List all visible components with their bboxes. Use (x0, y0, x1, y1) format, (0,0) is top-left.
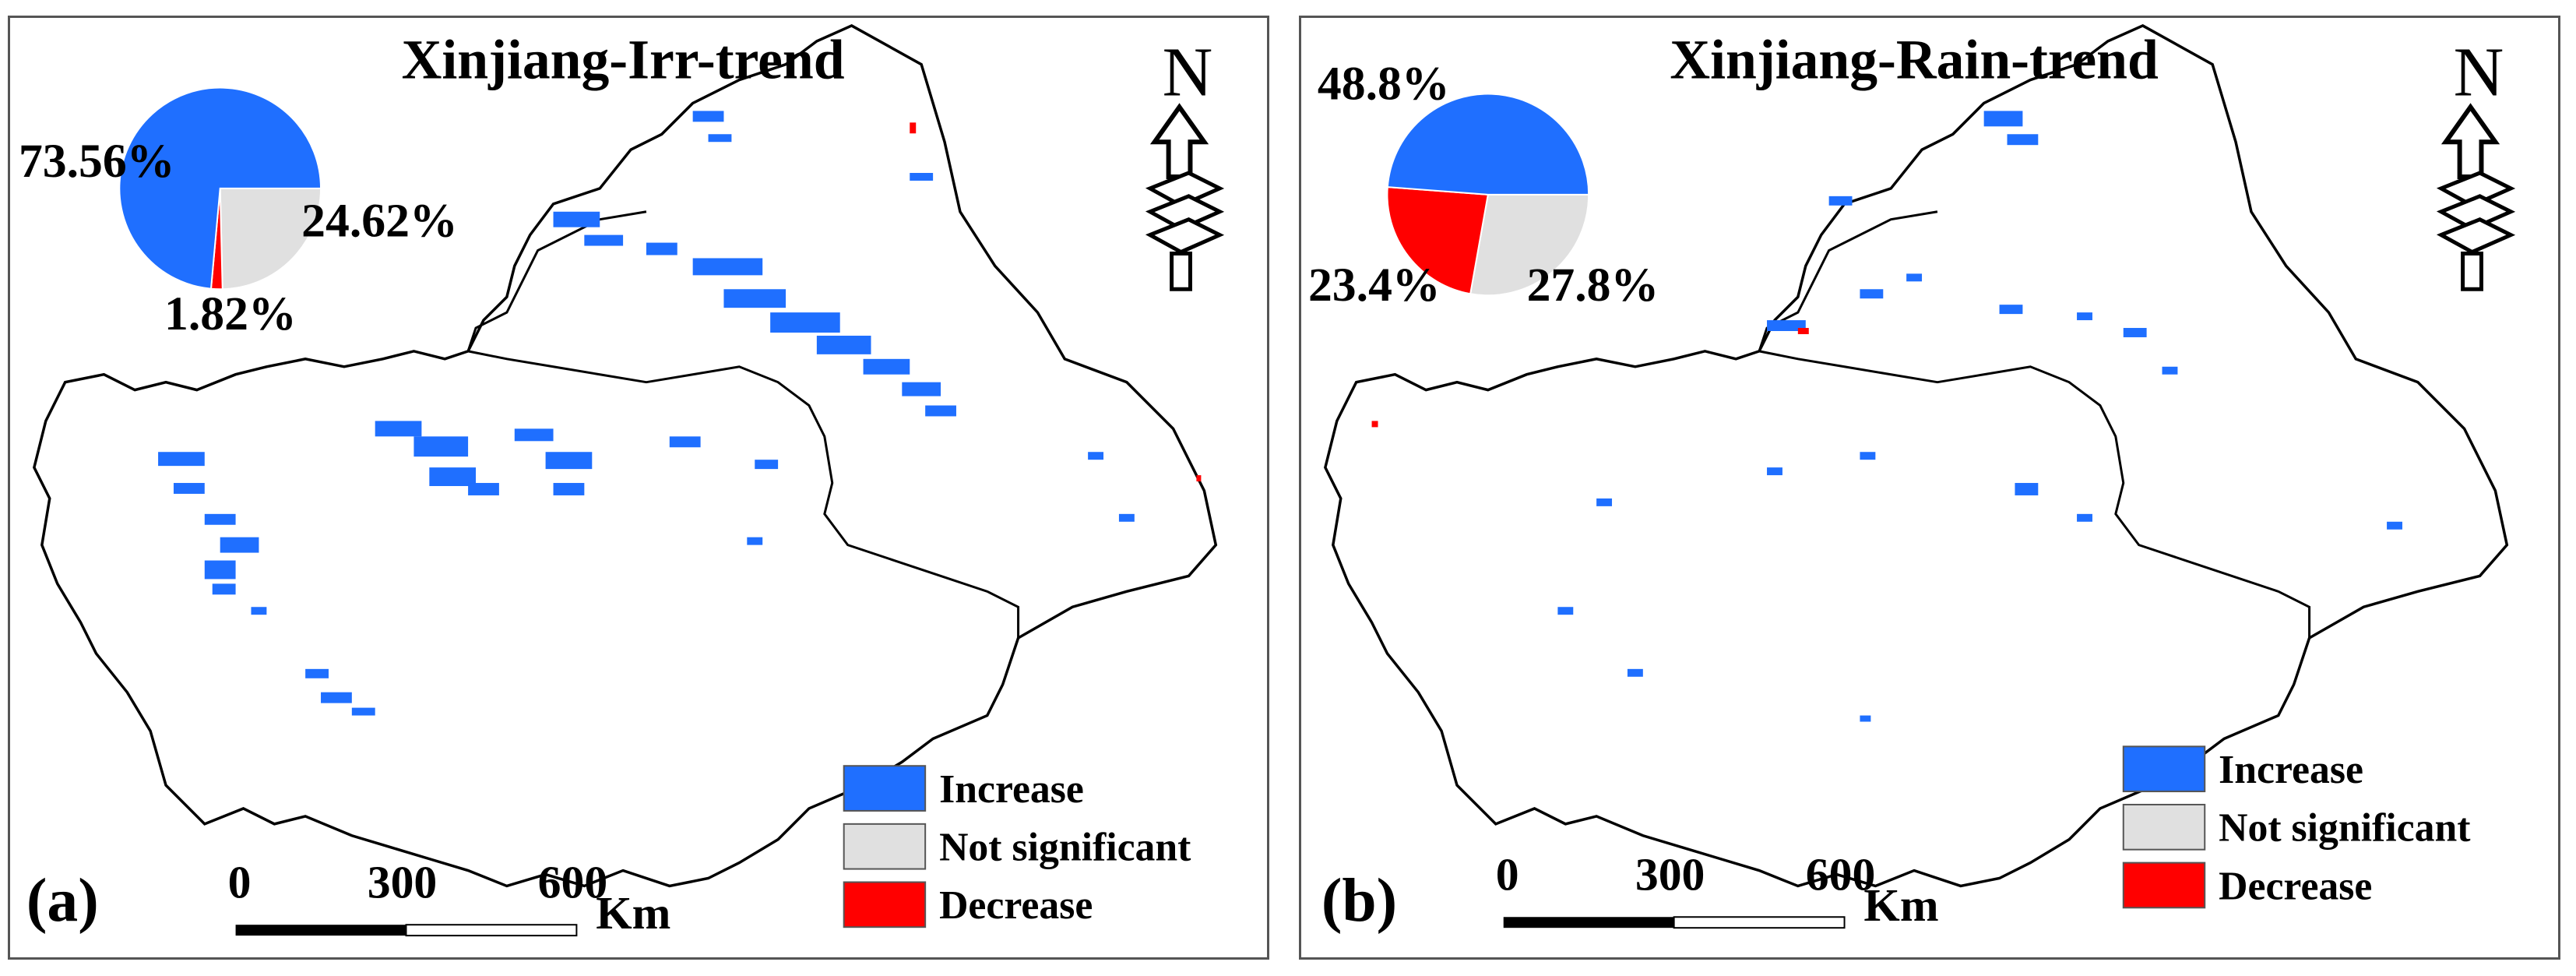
decrease-pixels (910, 122, 1202, 482)
north-arrow-icon: N (2436, 34, 2516, 291)
region-boundary (467, 350, 1020, 639)
legend-swatch-not-significant (843, 823, 927, 870)
north-label: N (2454, 34, 2504, 111)
scale-unit: Km (596, 887, 670, 939)
scale-tick-0: 0 (1496, 848, 1519, 900)
legend-swatch-decrease (843, 881, 927, 928)
pie-slice-decrease (1386, 186, 1489, 295)
map-title: Xinjiang-Irr-trend (402, 30, 845, 91)
legend-label-increase: Increase (2219, 748, 2363, 792)
pie-slice-not-significant (219, 187, 322, 291)
map-panel-b: Xinjiang-Rain-trend 48.8% 27.8% 23.4% N … (1299, 16, 2560, 960)
north-arrow-icon: N (1145, 34, 1225, 291)
north-label: N (1163, 34, 1213, 111)
pie-label-increase: 48.8% (1318, 57, 1450, 110)
scale-tick-600: 600 (1806, 848, 1876, 900)
legend-label-decrease: Decrease (939, 883, 1093, 928)
map-panel-a: Xinjiang-Irr-trend 73.56% 24.62% 1.82% N… (8, 16, 1269, 960)
decrease-pixels (1371, 328, 1809, 428)
legend-swatch-increase (843, 765, 927, 812)
pie-label-decrease: 1.82% (164, 287, 297, 340)
pie-slice-not-significant (1469, 193, 1590, 297)
pie-chart (1386, 93, 1590, 297)
pie-label-not-significant: 27.8% (1527, 259, 1659, 312)
map-canvas-b: Xinjiang-Rain-trend 48.8% 27.8% 23.4% N … (1308, 24, 2516, 935)
legend-label-increase: Increase (939, 767, 1084, 812)
scale-tick-600: 600 (538, 856, 608, 907)
map-canvas-a: Xinjiang-Irr-trend 73.56% 24.62% 1.82% N… (19, 24, 1225, 939)
increase-pixels (1557, 111, 2402, 722)
pie-slice-increase (1386, 93, 1590, 196)
increase-pixels (158, 111, 1135, 716)
legend-swatch-increase (2122, 745, 2206, 793)
pie-label-decrease: 23.4% (1308, 259, 1441, 312)
region-boundary (1758, 350, 2311, 639)
legend-label-decrease: Decrease (2219, 864, 2372, 908)
pie-label-not-significant: 24.62% (301, 195, 457, 248)
scale-unit: Km (1863, 879, 1938, 931)
panel-label: (a) (26, 866, 99, 935)
scale-tick-0: 0 (228, 856, 252, 907)
legend-label-not-significant: Not significant (2219, 806, 2470, 851)
pie-slice-increase (118, 86, 322, 290)
legend-swatch-not-significant (2122, 803, 2206, 851)
map-title: Xinjiang-Rain-trend (1670, 30, 2159, 91)
pie-label-increase: 73.56% (19, 135, 174, 188)
scale-tick-300: 300 (368, 856, 438, 907)
legend: Increase Not significant Decrease (843, 765, 1191, 928)
scale-bar: 0 300 600 Km (228, 856, 671, 939)
region-boundary (1758, 210, 1938, 352)
pie-chart (118, 86, 322, 291)
legend: Increase Not significant Decrease (2122, 745, 2470, 909)
region-boundary (466, 210, 647, 352)
legend-label-not-significant: Not significant (939, 826, 1191, 870)
scale-bar: 0 300 600 Km (1496, 848, 1939, 931)
legend-swatch-decrease (2122, 861, 2206, 909)
scale-tick-300: 300 (1635, 848, 1705, 900)
xinjiang-outline (33, 24, 1218, 888)
panel-label: (b) (1321, 866, 1397, 935)
